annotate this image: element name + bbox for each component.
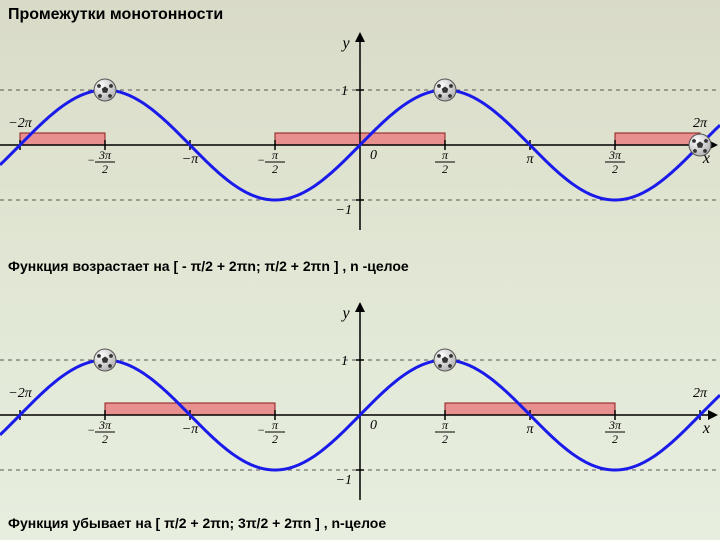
chart-increasing: −2π−3π2−π−π2π2π3π22πyx1−10 — [0, 30, 720, 230]
svg-text:−: − — [257, 423, 265, 437]
caption-decreasing: Функция убывает на [ π/2 + 2πn; 3π/2 + 2… — [8, 515, 386, 531]
page-title: Промежутки монотонности — [8, 6, 223, 24]
svg-text:−2π: −2π — [8, 116, 32, 131]
svg-text:2: 2 — [442, 162, 448, 176]
svg-text:−: − — [87, 423, 95, 437]
svg-text:π: π — [442, 148, 449, 162]
svg-text:3π: 3π — [98, 148, 112, 162]
svg-text:2: 2 — [272, 432, 278, 446]
caption-increasing: Функция возрастает на [ - π/2 + 2πn; π/2… — [8, 258, 409, 274]
svg-text:−1: −1 — [336, 473, 352, 488]
svg-text:2: 2 — [612, 162, 618, 176]
svg-text:0: 0 — [370, 418, 377, 433]
svg-text:3π: 3π — [98, 418, 112, 432]
svg-text:2: 2 — [612, 432, 618, 446]
svg-text:2: 2 — [442, 432, 448, 446]
svg-text:−1: −1 — [336, 203, 352, 218]
svg-text:0: 0 — [370, 148, 377, 163]
svg-text:−: − — [257, 153, 265, 167]
svg-text:2: 2 — [102, 432, 108, 446]
svg-text:2π: 2π — [693, 386, 708, 401]
svg-text:2: 2 — [102, 162, 108, 176]
svg-text:y: y — [340, 35, 350, 52]
svg-text:π: π — [526, 152, 534, 167]
svg-text:π: π — [442, 418, 449, 432]
svg-text:π: π — [272, 418, 279, 432]
svg-text:π: π — [526, 422, 534, 437]
svg-text:3π: 3π — [608, 418, 622, 432]
svg-text:π: π — [272, 148, 279, 162]
chart-decreasing: −2π−3π2−π−π2π2π3π22πyx1−10 — [0, 300, 720, 500]
svg-text:y: y — [340, 305, 350, 322]
svg-text:−: − — [87, 153, 95, 167]
svg-text:1: 1 — [341, 84, 348, 99]
svg-text:3π: 3π — [608, 148, 622, 162]
svg-text:2: 2 — [272, 162, 278, 176]
svg-text:x: x — [702, 420, 710, 437]
svg-text:2π: 2π — [693, 116, 708, 131]
svg-text:−π: −π — [182, 422, 199, 437]
svg-text:1: 1 — [341, 354, 348, 369]
svg-text:−π: −π — [182, 152, 199, 167]
svg-text:−2π: −2π — [8, 386, 32, 401]
